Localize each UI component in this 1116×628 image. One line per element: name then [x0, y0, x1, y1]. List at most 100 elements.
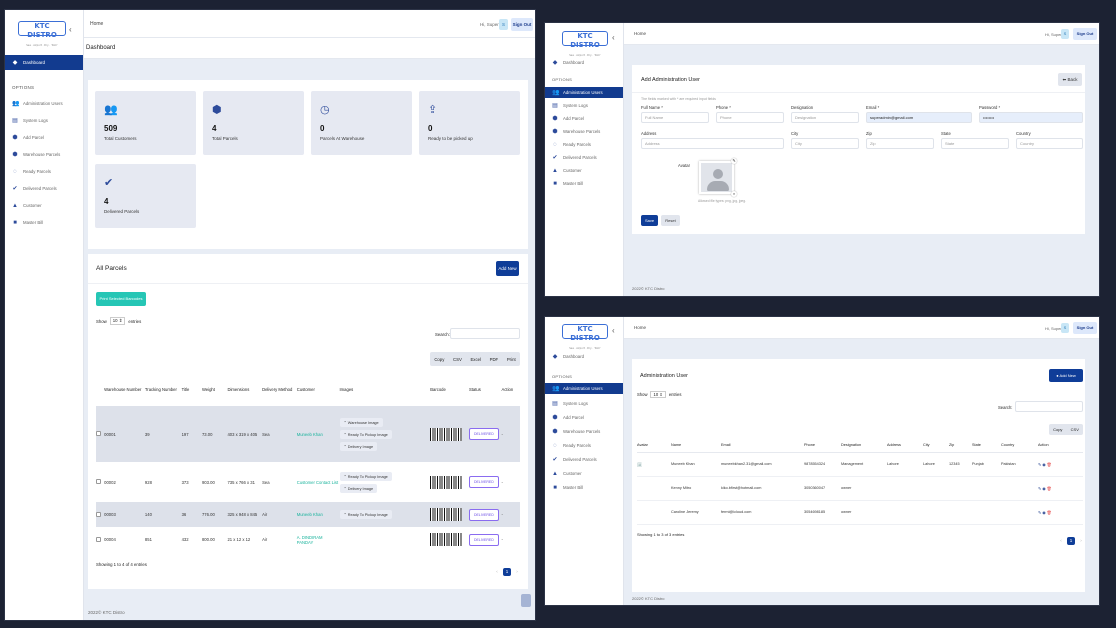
edit-icon[interactable]: ✎	[1038, 462, 1042, 467]
add-new-admin-button[interactable]: ● Add New	[1049, 369, 1083, 382]
sign-out-button[interactable]: Sign Out	[511, 18, 533, 31]
edit-avatar-icon[interactable]: ✎	[731, 158, 737, 164]
sidebar-item-ready-parcels[interactable]: ◌ Ready Parcels	[553, 141, 591, 148]
copy-button[interactable]: Copy	[434, 356, 445, 362]
print-button[interactable]: Print	[506, 356, 516, 362]
prev-page-button[interactable]: ‹	[1060, 538, 1062, 543]
phone-input[interactable]: Phone	[716, 112, 784, 123]
breadcrumb-home[interactable]: Home	[634, 31, 647, 36]
save-button[interactable]: Save	[641, 215, 658, 226]
edit-icon[interactable]: ✎	[1038, 510, 1042, 515]
sidebar-item-administration-users[interactable]: 👥 Administration Users	[12, 100, 63, 107]
page-length-select[interactable]: 10 ⇕	[109, 317, 126, 325]
reset-button[interactable]: Reset	[661, 215, 680, 226]
delete-icon[interactable]: 🗑	[1046, 510, 1052, 515]
sign-out-button[interactable]: Sign Out	[1073, 322, 1097, 334]
col-zip[interactable]: Zip	[949, 442, 955, 447]
delete-icon[interactable]: 🗑	[1046, 462, 1052, 467]
print-selected-barcodes-button[interactable]: Print Selected Barcodes	[96, 292, 146, 306]
image-chip[interactable]: ⌃ Delivery Image	[339, 441, 378, 451]
image-chip[interactable]: ⌃ Ready To Pickup Image	[339, 471, 392, 481]
sign-out-button[interactable]: Sign Out	[1073, 28, 1097, 40]
image-chip[interactable]: ⌃ Ready To Pickup Image	[339, 429, 392, 439]
csv-button[interactable]: CSV	[452, 356, 462, 362]
designation-input[interactable]: Designation	[791, 112, 859, 123]
sidebar-item-delivered-parcels[interactable]: ✔ Delivered Parcels	[12, 185, 57, 192]
view-icon[interactable]: ◉	[1042, 486, 1046, 491]
country-input[interactable]: Country	[1016, 138, 1083, 149]
sidebar-item-warehouse-parcels[interactable]: ⬢ Warehouse Parcels	[12, 151, 61, 158]
next-page-button[interactable]: ›	[1080, 538, 1082, 543]
sidebar-item-add-parcel[interactable]: ⬢ Add Parcel	[552, 414, 585, 421]
next-page-button[interactable]: ›	[516, 569, 518, 574]
sidebar-item-master-bill[interactable]: ■ Master Bill	[553, 484, 584, 491]
row-checkbox[interactable]	[96, 431, 101, 436]
search-input[interactable]	[1015, 401, 1083, 412]
sidebar-item-delivered-parcels[interactable]: ✔ Delivered Parcels	[552, 456, 597, 463]
email-input[interactable]: superadmin@gmail.com	[866, 112, 972, 123]
sidebar-item-delivered-parcels[interactable]: ✔ Delivered Parcels	[552, 154, 597, 161]
col-action[interactable]: Action	[1038, 442, 1049, 447]
sidebar-item-master-bill[interactable]: ■ Master Bill	[13, 219, 44, 226]
full-name-input[interactable]: Full Name	[641, 112, 709, 123]
customer-link[interactable]: Muneeb Khan	[296, 431, 323, 437]
col-status[interactable]: Status	[468, 386, 481, 392]
row-checkbox[interactable]	[96, 536, 101, 542]
sidebar-item-ready-parcels[interactable]: ◌ Ready Parcels	[553, 442, 591, 449]
pdf-button[interactable]: PDF	[489, 356, 499, 362]
password-input[interactable]: ••••••••	[979, 112, 1083, 123]
sidebar-item-dashboard[interactable]: ◆ Dashboard	[552, 59, 585, 66]
prev-page-button[interactable]: ‹	[496, 569, 498, 574]
image-chip[interactable]: ⌃ Warehouse Image	[339, 417, 383, 427]
image-chip[interactable]: ⌃ Delivery Image	[339, 483, 378, 493]
col-customer[interactable]: Customer	[296, 386, 315, 392]
sidebar-item-administration-users[interactable]: 👥 Administration Users	[545, 383, 623, 394]
zip-input[interactable]: Zip	[866, 138, 934, 149]
scroll-top-button[interactable]	[521, 594, 531, 607]
view-icon[interactable]: ◉	[1042, 462, 1046, 467]
page-length-select[interactable]: 10 ⇕	[650, 391, 666, 398]
col-barcode[interactable]: Barcode	[430, 386, 446, 392]
col-city[interactable]: City	[923, 442, 930, 447]
col-images[interactable]: Images	[339, 386, 354, 392]
col-dimensions[interactable]: Dimensions	[227, 386, 250, 392]
sidebar-item-customer[interactable]: ▲ Customer	[12, 202, 42, 209]
avatar[interactable]: S	[1061, 29, 1069, 39]
sidebar-item-add-parcel[interactable]: ⬢ Add Parcel	[552, 115, 585, 122]
customer-link[interactable]: Customer Contact List	[296, 479, 339, 485]
sidebar-item-warehouse-parcels[interactable]: ⬢ Warehouse Parcels	[552, 128, 601, 135]
remove-avatar-icon[interactable]: ×	[731, 191, 737, 197]
sidebar-item-administration-users[interactable]: 👥 Administration Users	[545, 87, 623, 98]
col-country[interactable]: Country	[1001, 442, 1015, 447]
sidebar-item-system-logs[interactable]: ▤ System Logs	[552, 400, 588, 407]
page-button[interactable]: 1	[503, 568, 511, 576]
sidebar-item-dashboard[interactable]: ◆ Dashboard	[552, 353, 585, 360]
sidebar-item-dashboard[interactable]: ◆ Dashboard	[5, 55, 83, 70]
col-avatar[interactable]: Avatar	[637, 442, 648, 447]
state-input[interactable]: State	[941, 138, 1009, 149]
col-warehouse-number[interactable]: Warehouse Number	[104, 386, 142, 392]
back-button[interactable]: ⬅ Back	[1058, 73, 1082, 86]
col-action[interactable]: Action	[501, 386, 514, 392]
col-phone[interactable]: Phone	[804, 442, 815, 447]
view-icon[interactable]: ◉	[1042, 510, 1046, 515]
avatar[interactable]: S	[1061, 323, 1069, 333]
breadcrumb-home[interactable]: Home	[634, 325, 647, 330]
address-input[interactable]: Address	[641, 138, 784, 149]
sidebar-item-ready-parcels[interactable]: ◌ Ready Parcels	[13, 168, 51, 175]
sidebar-item-warehouse-parcels[interactable]: ⬢ Warehouse Parcels	[552, 428, 601, 435]
sidebar-item-system-logs[interactable]: ▤ System Logs	[12, 117, 48, 124]
col-designation[interactable]: Designation	[841, 442, 862, 447]
breadcrumb-home[interactable]: Home	[90, 21, 104, 27]
city-input[interactable]: City	[791, 138, 859, 149]
image-chip[interactable]: ⌃ Ready To Pickup Image	[339, 510, 392, 519]
sidebar-item-customer[interactable]: ▲ Customer	[552, 470, 582, 477]
col-email[interactable]: Email	[721, 442, 731, 447]
collapse-sidebar-icon[interactable]: ‹	[69, 25, 72, 34]
row-checkbox[interactable]	[96, 479, 101, 484]
customer-link[interactable]: Muneeb Khan	[296, 512, 323, 517]
add-new-parcel-button[interactable]: Add New	[496, 261, 519, 276]
col-state[interactable]: State	[972, 442, 981, 447]
sidebar-item-customer[interactable]: ▲ Customer	[552, 167, 582, 174]
col-title[interactable]: Title	[181, 386, 190, 392]
